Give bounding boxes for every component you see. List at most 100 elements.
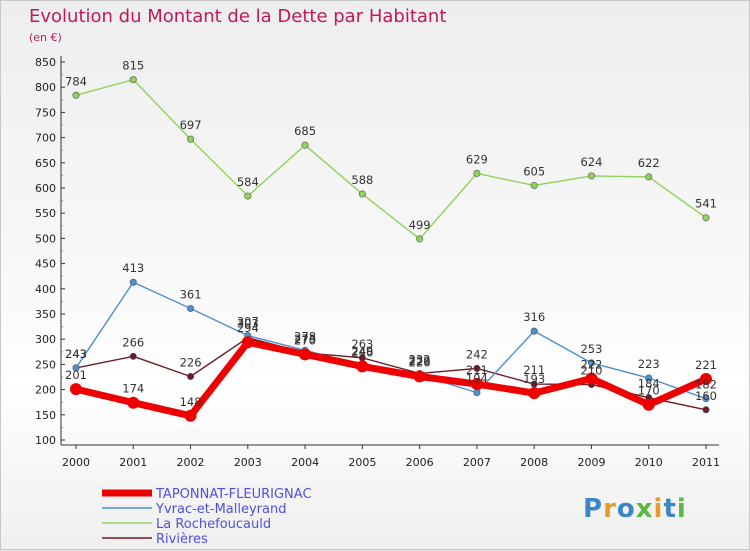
x-tick-label: 2007 — [463, 456, 491, 469]
data-point-taponnat-fleurignac — [356, 360, 369, 373]
y-tick-label: 200 — [35, 384, 56, 397]
data-label-la-rochefoucauld: 629 — [466, 152, 488, 166]
data-label-la-rochefoucauld: 622 — [638, 156, 660, 170]
data-point-taponnat-fleurignac — [413, 370, 426, 383]
data-point-la-rochefoucauld — [587, 172, 595, 180]
data-point-la-rochefoucauld — [129, 76, 137, 84]
data-label-yvrac-et-malleyrand: 249 — [351, 344, 373, 358]
data-point-la-rochefoucauld — [530, 181, 538, 189]
data-label-rivie-res: 211 — [523, 363, 545, 377]
x-tick-label: 2001 — [119, 456, 147, 469]
data-point-rivie-res — [129, 352, 137, 360]
data-label-yvrac-et-malleyrand: 307 — [237, 315, 259, 329]
data-label-taponnat-fleurignac: 221 — [695, 358, 717, 372]
y-tick-label: 850 — [35, 56, 56, 69]
data-point-taponnat-fleurignac — [700, 373, 712, 386]
data-label-yvrac-et-malleyrand: 361 — [180, 287, 202, 301]
data-point-yvrac-et-malleyrand — [187, 304, 195, 312]
data-point-taponnat-fleurignac — [241, 336, 254, 349]
data-label-yvrac-et-malleyrand: 229 — [409, 354, 431, 368]
legend-label-la-rochefoucauld: La Rochefoucauld — [156, 517, 271, 532]
data-label-rivie-res: 263 — [351, 337, 373, 351]
x-tick-label: 2010 — [635, 456, 663, 469]
chart-title: Evolution du Montant de la Dette par Hab… — [29, 6, 446, 27]
data-point-la-rochefoucauld — [702, 214, 710, 222]
y-tick-label: 800 — [35, 81, 56, 94]
data-point-taponnat-fleurignac — [528, 387, 541, 400]
data-label-rivie-res: 232 — [409, 352, 431, 366]
x-tick-label: 2005 — [348, 456, 376, 469]
x-tick-label: 2003 — [234, 456, 262, 469]
data-label-yvrac-et-malleyrand: 223 — [638, 357, 660, 371]
data-point-taponnat-fleurignac — [299, 348, 312, 361]
data-label-taponnat-fleurignac: 270 — [294, 333, 316, 347]
data-label-la-rochefoucauld: 697 — [180, 118, 202, 132]
proxiti-logo: Proxiti — [583, 494, 686, 524]
y-tick-label: 600 — [35, 182, 56, 195]
data-point-yvrac-et-malleyrand — [530, 327, 538, 335]
data-label-yvrac-et-malleyrand: 194 — [466, 372, 488, 386]
data-point-yvrac-et-malleyrand — [129, 278, 137, 286]
data-label-rivie-res: 243 — [65, 347, 87, 361]
data-point-taponnat-fleurignac — [585, 372, 598, 385]
data-point-la-rochefoucauld — [72, 91, 80, 99]
data-label-rivie-res: 273 — [294, 332, 316, 346]
data-point-yvrac-et-malleyrand — [587, 359, 595, 367]
data-label-rivie-res: 266 — [122, 335, 144, 349]
x-tick-label: 2009 — [577, 456, 605, 469]
data-label-rivie-res: 303 — [237, 317, 259, 331]
legend-label-taponnat-fleurignac: TAPONNAT-FLEURIGNAC — [155, 487, 312, 502]
data-label-rivie-res: 226 — [180, 355, 202, 369]
x-tick-label: 2004 — [291, 456, 319, 469]
x-tick-label: 2006 — [406, 456, 434, 469]
y-tick-label: 650 — [35, 157, 56, 170]
legend-label-rivie-res: Rivières — [156, 532, 208, 547]
data-label-yvrac-et-malleyrand: 413 — [122, 261, 144, 275]
y-tick-label: 100 — [35, 434, 56, 447]
axes: 100 150 200 250 300 350 400 450 500 550 600 650 700 7… — [35, 56, 720, 469]
data-label-taponnat-fleurignac: 222 — [580, 358, 602, 372]
x-tick-label: 2008 — [520, 456, 548, 469]
y-tick-label: 750 — [35, 106, 56, 119]
series-layer — [70, 76, 712, 422]
data-point-la-rochefoucauld — [358, 190, 366, 198]
legend-label-yvrac-et-malleyrand: Yvrac-et-Malleyrand — [155, 502, 286, 517]
data-point-rivie-res — [473, 364, 481, 372]
x-tick-label: 2002 — [177, 456, 205, 469]
data-label-la-rochefoucauld: 588 — [351, 173, 373, 187]
data-point-taponnat-fleurignac — [184, 409, 197, 422]
data-point-taponnat-fleurignac — [127, 396, 140, 409]
data-label-taponnat-fleurignac: 294 — [237, 321, 259, 335]
data-label-yvrac-et-malleyrand: 182 — [695, 378, 717, 392]
data-label-rivie-res: 242 — [466, 347, 488, 361]
data-point-yvrac-et-malleyrand — [473, 389, 481, 397]
data-label-taponnat-fleurignac: 246 — [351, 345, 373, 359]
series-line-rivie-res — [75, 336, 707, 411]
y-tick-label: 300 — [35, 333, 56, 346]
data-label-taponnat-fleurignac: 226 — [409, 355, 431, 369]
data-label-yvrac-et-malleyrand: 278 — [294, 329, 316, 343]
data-label-la-rochefoucauld: 624 — [580, 155, 602, 169]
data-label-rivie-res: 160 — [695, 389, 717, 403]
data-point-la-rochefoucauld — [645, 173, 653, 181]
data-label-la-rochefoucauld: 541 — [695, 197, 717, 211]
data-label-taponnat-fleurignac: 193 — [523, 372, 545, 386]
chart-subtitle: (en €) — [29, 31, 62, 44]
data-label-yvrac-et-malleyrand: 253 — [580, 342, 602, 356]
data-label-taponnat-fleurignac: 211 — [466, 363, 488, 377]
data-point-taponnat-fleurignac — [470, 378, 483, 391]
data-label-rivie-res: 210 — [580, 364, 602, 378]
y-tick-label: 150 — [35, 409, 56, 422]
data-label-la-rochefoucauld: 605 — [523, 164, 545, 178]
data-label-yvrac-et-malleyrand: 243 — [65, 347, 87, 361]
data-label-taponnat-fleurignac: 148 — [180, 395, 202, 409]
y-tick-label: 350 — [35, 308, 56, 321]
data-point-la-rochefoucauld — [416, 235, 424, 243]
data-point-yvrac-et-malleyrand — [72, 364, 80, 372]
data-label-rivie-res: 184 — [638, 377, 660, 391]
data-point-yvrac-et-malleyrand — [645, 374, 653, 382]
y-tick-label: 700 — [35, 132, 56, 145]
data-label-la-rochefoucauld: 784 — [65, 74, 87, 88]
